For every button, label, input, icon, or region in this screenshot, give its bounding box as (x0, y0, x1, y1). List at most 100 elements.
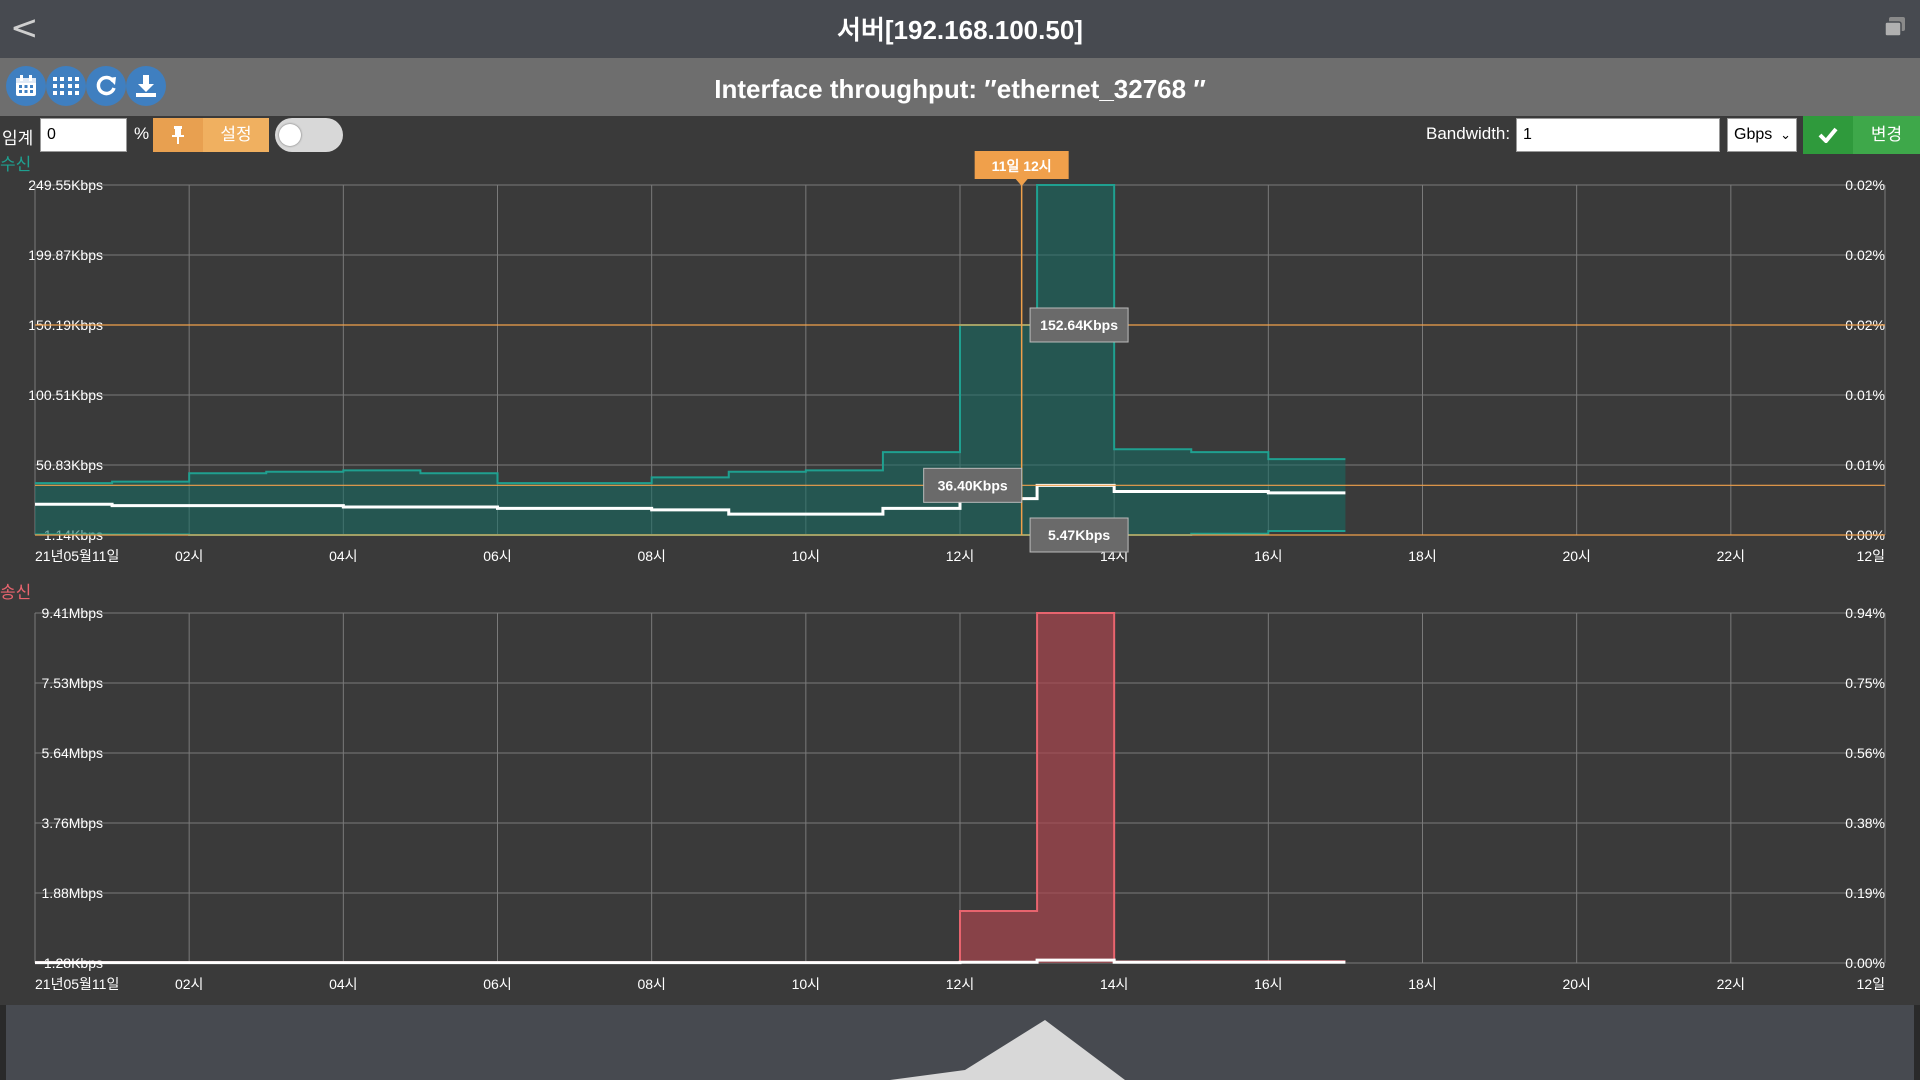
x-tick-label: 18시 (1408, 976, 1436, 992)
tx-area (35, 613, 1346, 963)
y-tick-label-right: 0.19% (1845, 885, 1885, 901)
tooltip-value: 36.40Kbps (938, 477, 1008, 493)
y-tick-label-right: 0.01% (1845, 457, 1885, 473)
y-tick-label: 249.55Kbps (28, 177, 103, 193)
range-navigator[interactable] (0, 1005, 1920, 1080)
grid-button[interactable] (46, 66, 86, 106)
x-tick-label: 12시 (946, 976, 974, 992)
x-tick-label: 02시 (175, 548, 203, 564)
tx-series-label: 송신 (0, 583, 32, 602)
calendar-button[interactable] (6, 66, 46, 106)
x-tick-label: 12시 (946, 548, 974, 564)
x-tick-label: 10시 (792, 548, 820, 564)
cursor-label-box (974, 151, 1069, 179)
tx-throughput-chart[interactable]: 9.41Mbps 0.94% 7.53Mbps 0.75% 5.64Mbps 0.56% 3… (0, 578, 1920, 998)
toggle-switch[interactable] (275, 118, 343, 152)
x-tick-label: 12일 (1857, 548, 1885, 564)
x-tick-label: 20시 (1562, 548, 1590, 564)
x-tick-label: 22시 (1717, 548, 1745, 564)
pin-icon (172, 126, 184, 144)
y-tick-label-right: 0.38% (1845, 815, 1885, 831)
download-icon (136, 75, 156, 97)
rx-avg-line (35, 483, 1346, 516)
pin-button[interactable] (153, 118, 203, 152)
tx-max-line (35, 612, 1346, 964)
x-tick-label: 21년05월11일 (35, 548, 119, 564)
navigator-overview (890, 1020, 1125, 1080)
tooltip-box (923, 467, 1023, 503)
page-title: 서버[192.168.100.50] (837, 15, 1083, 45)
y-tick-label: 9.41Mbps (42, 605, 103, 621)
tooltip-value: 152.64Kbps (1040, 317, 1118, 333)
cursor-label: 11일 12시 (992, 158, 1052, 174)
x-tick-label: 02시 (175, 976, 203, 992)
x-tick-label: 18시 (1408, 548, 1436, 564)
y-tick-label: 199.87Kbps (28, 247, 103, 263)
navigator-left-edge (0, 1005, 6, 1080)
tooltip-min: 5.47Kbps (1029, 517, 1129, 553)
x-tick-label: 06시 (483, 548, 511, 564)
tooltip-avg: 36.40Kbps (923, 467, 1023, 503)
threshold-input[interactable] (40, 118, 127, 152)
navigator-right-edge (1914, 1005, 1920, 1080)
threshold-controls: 임계 % 설정 Bandwidth: Gbps ⌄ 변경 (0, 116, 1920, 156)
change-button-label: 변경 (1870, 125, 1903, 144)
y-tick-label-right: 0.02% (1845, 177, 1885, 193)
check-icon (1803, 116, 1853, 154)
tx-avg-line (35, 958, 1346, 965)
tooltip-box (1029, 307, 1129, 343)
refresh-icon (96, 75, 116, 96)
set-button[interactable]: 설정 (203, 118, 269, 152)
y-tick-label-right: 0.75% (1845, 675, 1885, 691)
x-tick-label: 04시 (329, 976, 357, 992)
y-tick-label: 1.88Mbps (42, 885, 103, 901)
y-tick-label-right: 0.01% (1845, 387, 1885, 403)
cursor-pointer (1015, 179, 1028, 186)
x-tick-label: 04시 (329, 548, 357, 564)
grid-dots-icon (53, 77, 79, 95)
change-button[interactable]: 변경 (1803, 116, 1920, 154)
download-button[interactable] (126, 66, 166, 106)
chart-toolbar: Interface throughput: ″ethernet_32768 ″ (0, 58, 1920, 116)
y-tick-label-right: 0.94% (1845, 605, 1885, 621)
tooltip-box (1029, 517, 1129, 553)
x-tick-label: 20시 (1562, 976, 1590, 992)
y-tick-label-right: 0.02% (1845, 247, 1885, 263)
unit-select-value: Gbps (1734, 126, 1773, 143)
x-tick-label: 10시 (792, 976, 820, 992)
y-tick-label-right: 0.00% (1845, 955, 1885, 971)
calendar-icon (16, 75, 36, 96)
y-tick-label: 7.53Mbps (42, 675, 103, 691)
back-button[interactable]: < (10, 8, 39, 48)
bandwidth-label: Bandwidth: (1426, 124, 1511, 143)
y-tick-label: 50.83Kbps (36, 457, 103, 473)
bandwidth-input[interactable] (1516, 118, 1720, 152)
x-tick-label: 22시 (1717, 976, 1745, 992)
x-tick-label: 16시 (1254, 548, 1282, 564)
y-tick-label: 100.51Kbps (28, 387, 103, 403)
y-tick-label: 3.76Mbps (42, 815, 103, 831)
refresh-button[interactable] (86, 66, 126, 106)
x-tick-label: 14시 (1100, 976, 1128, 992)
threshold-label: 임계 (2, 129, 34, 148)
x-tick-label: 08시 (637, 976, 665, 992)
rx-max-line (35, 184, 1346, 485)
rx-series-label: 수신 (0, 155, 32, 174)
rx-throughput-chart[interactable]: 249.55Kbps 0.02%199.87Kbps 0.02%150.19Kbps… (0, 150, 1920, 570)
x-tick-label: 06시 (483, 976, 511, 992)
x-tick-label: 12일 (1857, 976, 1885, 992)
y-tick-label-right: 0.56% (1845, 745, 1885, 761)
tooltip-max: 152.64Kbps (1029, 307, 1129, 343)
x-tick-label: 08시 (637, 548, 665, 564)
toggle-knob (279, 124, 301, 146)
unit-select[interactable]: Gbps ⌄ (1727, 118, 1797, 152)
chevron-down-icon: ⌄ (1780, 127, 1791, 142)
percent-label: % (134, 124, 150, 143)
window-restore-icon[interactable] (1882, 14, 1908, 40)
x-tick-label: 16시 (1254, 976, 1282, 992)
x-tick-label: 21년05월11일 (35, 976, 119, 992)
tooltip-value: 5.47Kbps (1048, 527, 1110, 543)
y-tick-label: 5.64Mbps (42, 745, 103, 761)
title-bar: < 서버[192.168.100.50] (0, 0, 1920, 58)
chart-title: Interface throughput: ″ethernet_32768 ″ (714, 74, 1206, 104)
